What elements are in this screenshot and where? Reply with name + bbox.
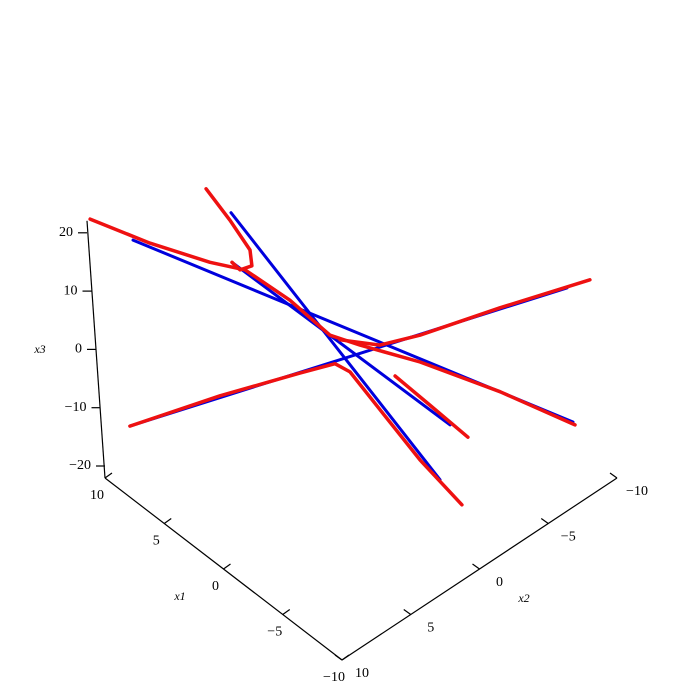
y-tick <box>540 518 549 524</box>
x-tick <box>282 609 291 615</box>
z-tick-label: 0 <box>75 342 82 357</box>
x-tick-label: −5 <box>267 625 282 640</box>
y-tick <box>609 472 618 479</box>
y-tick-label: 0 <box>496 575 503 590</box>
curve <box>204 187 254 272</box>
y-tick-label: −5 <box>561 530 576 545</box>
z-tick-label: 10 <box>64 283 78 298</box>
x-tick-label: 10 <box>90 488 104 503</box>
x-tick-label: 0 <box>212 579 219 594</box>
y-axis-title: x2 <box>517 591 529 605</box>
curve <box>338 278 592 347</box>
y-tick-label: −10 <box>626 484 648 499</box>
curve <box>229 211 442 482</box>
z-tick-label: 20 <box>59 225 73 240</box>
x-tick <box>223 563 231 570</box>
x-tick <box>163 518 172 524</box>
y-tick-label: 10 <box>355 666 369 681</box>
z-tick-label: −20 <box>69 458 91 473</box>
y-tick <box>472 563 480 570</box>
z-tick-label: −10 <box>65 400 87 415</box>
curve <box>88 217 577 427</box>
curve <box>393 374 470 439</box>
y-tick <box>334 654 343 661</box>
curve <box>230 260 452 427</box>
y-tick-label: 5 <box>427 621 434 636</box>
x-axis-title: x1 <box>173 589 185 603</box>
x-tick <box>104 472 113 479</box>
curve <box>128 361 464 507</box>
x-tick-label: −10 <box>323 670 345 685</box>
x-tick-label: 5 <box>153 534 160 549</box>
y-tick <box>403 609 412 615</box>
z-axis-title: x3 <box>33 342 45 356</box>
